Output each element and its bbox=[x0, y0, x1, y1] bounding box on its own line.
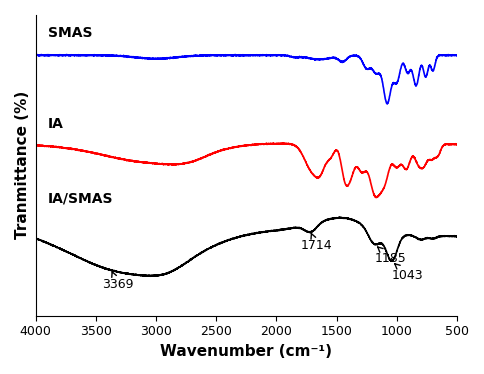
Text: IA/SMAS: IA/SMAS bbox=[47, 191, 113, 205]
Text: 1714: 1714 bbox=[301, 233, 332, 252]
X-axis label: Wavenumber (cm⁻¹): Wavenumber (cm⁻¹) bbox=[160, 344, 333, 359]
Text: 3369: 3369 bbox=[102, 272, 133, 291]
Y-axis label: Tranmittance (%): Tranmittance (%) bbox=[15, 91, 30, 239]
Text: 1185: 1185 bbox=[375, 247, 406, 265]
Text: 1043: 1043 bbox=[392, 264, 423, 282]
Text: IA: IA bbox=[47, 117, 63, 131]
Text: SMAS: SMAS bbox=[47, 26, 92, 40]
